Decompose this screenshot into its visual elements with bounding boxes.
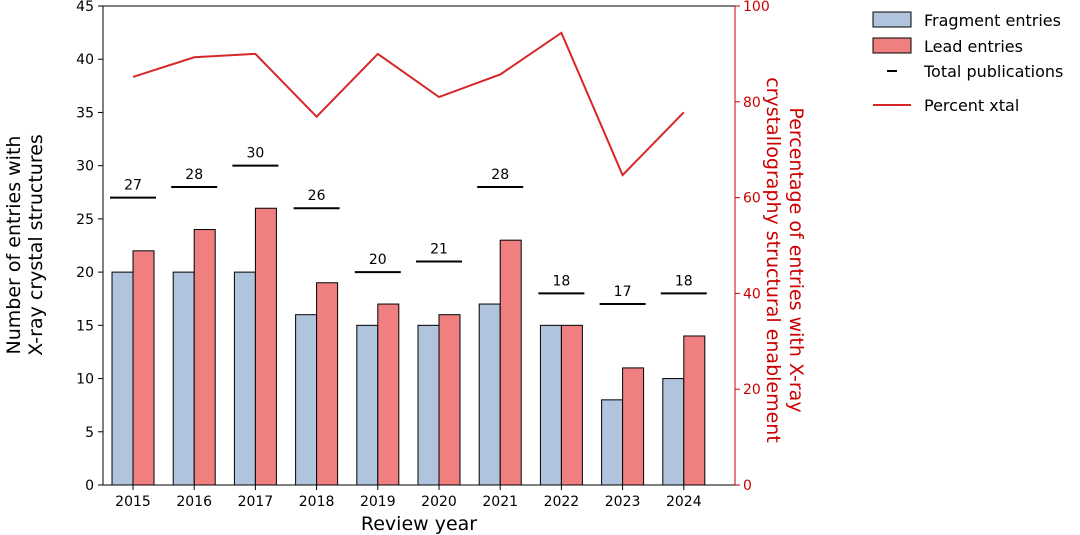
y-tick-label-15: 15 (76, 318, 94, 334)
y-tick-label-30: 30 (76, 159, 94, 175)
y2-tick-label-0: 0 (743, 478, 752, 494)
y2-tick-label-60: 60 (743, 191, 761, 207)
y-tick-label-25: 25 (76, 212, 94, 228)
total-markers-layer: 27 28 30 26 20 21 28 18 17 18 (110, 146, 707, 306)
y-tick-label-40: 40 (76, 52, 94, 68)
x-tick-label-2020: 2020 (421, 494, 457, 510)
legend-label-fragment: Fragment entries (924, 11, 1061, 30)
x-tick-label-2017: 2017 (238, 494, 274, 510)
y-axis-title: Number of entries withX-ray crystal stru… (3, 134, 47, 356)
legend-swatch-lead (872, 37, 912, 54)
legend: Fragment entries Lead entries Total public… (872, 11, 1063, 115)
total-label-2016: 28 (185, 167, 203, 183)
x-tick-label-2021: 2021 (482, 494, 518, 510)
bar-fragment-2015 (111, 271, 134, 486)
legend-label-percent: Percent xtal (924, 96, 1019, 115)
x-axis-title: Review year (361, 513, 477, 535)
bar-lead-2022 (560, 324, 583, 486)
bar-lead-2016 (193, 229, 216, 486)
total-label-2024: 18 (675, 273, 693, 289)
y2-axis-title-line-1: Percentage of entries with X-ray (785, 107, 807, 412)
bar-lead-2020 (438, 314, 461, 486)
percent-line-layer (132, 31, 685, 177)
bar-fragment-2016 (172, 271, 195, 486)
x-tick-label-2015: 2015 (115, 494, 151, 510)
bar-fragment-2022 (539, 324, 562, 486)
bar-lead-2024 (683, 335, 706, 486)
total-label-2015: 27 (124, 178, 142, 194)
legend-label-total: Total publications (923, 62, 1063, 81)
percent-xtal-line (132, 31, 685, 177)
total-label-2022: 18 (552, 273, 570, 289)
bar-fragment-2024 (662, 378, 685, 486)
bar-fragment-2019 (356, 324, 379, 486)
axes-layer: 0 5 10 15 20 25 30 35 40 45 0 20 40 60 80 100 2015 2016 20… (3, 0, 807, 535)
bar-fragment-2020 (417, 324, 440, 486)
bar-lead-2017 (254, 207, 277, 486)
y-tick-label-45: 45 (76, 0, 94, 15)
y-axis-title-line-2: X-ray crystal structures (25, 134, 47, 356)
bar-lead-2021 (499, 239, 522, 486)
x-tick-label-2019: 2019 (360, 494, 396, 510)
bar-fragment-2021 (478, 303, 501, 486)
bar-lead-2015 (132, 250, 155, 486)
bars-layer (111, 207, 706, 486)
y-tick-label-0: 0 (85, 478, 94, 494)
y-tick-label-5: 5 (85, 425, 94, 441)
y-tick-label-35: 35 (76, 105, 94, 121)
x-tick-label-2022: 2022 (544, 494, 580, 510)
x-tick-label-2023: 2023 (605, 494, 641, 510)
x-tick-label-2024: 2024 (666, 494, 702, 510)
total-label-2017: 30 (246, 146, 264, 162)
y2-tick-label-80: 80 (743, 95, 761, 111)
y2-axis-title-line-2: crystallography structural enablement (762, 77, 784, 443)
bar-lead-2019 (377, 303, 400, 486)
total-label-2023: 17 (614, 284, 632, 300)
y-tick-label-10: 10 (76, 372, 94, 388)
y-axis-title-line-1: Number of entries with (3, 136, 25, 355)
total-label-2019: 20 (369, 252, 387, 268)
y2-axis-title: Percentage of entries with X-raycrystall… (762, 77, 807, 443)
total-label-2018: 26 (308, 188, 326, 204)
bar-lead-2018 (316, 282, 339, 486)
x-tick-label-2018: 2018 (299, 494, 335, 510)
bar-fragment-2017 (233, 271, 256, 486)
y2-tick-label-100: 100 (743, 0, 770, 15)
total-label-2020: 21 (430, 241, 448, 257)
bar-fragment-2023 (601, 399, 624, 486)
bar-lead-2023 (622, 367, 645, 486)
legend-swatch-fragment (872, 11, 912, 28)
total-label-2021: 28 (491, 167, 509, 183)
legend-label-lead: Lead entries (924, 37, 1023, 56)
y-tick-label-20: 20 (76, 265, 94, 281)
y2-tick-label-20: 20 (743, 382, 761, 398)
y2-tick-label-40: 40 (743, 286, 761, 302)
bar-fragment-2018 (295, 314, 318, 486)
x-tick-label-2016: 2016 (176, 494, 212, 510)
